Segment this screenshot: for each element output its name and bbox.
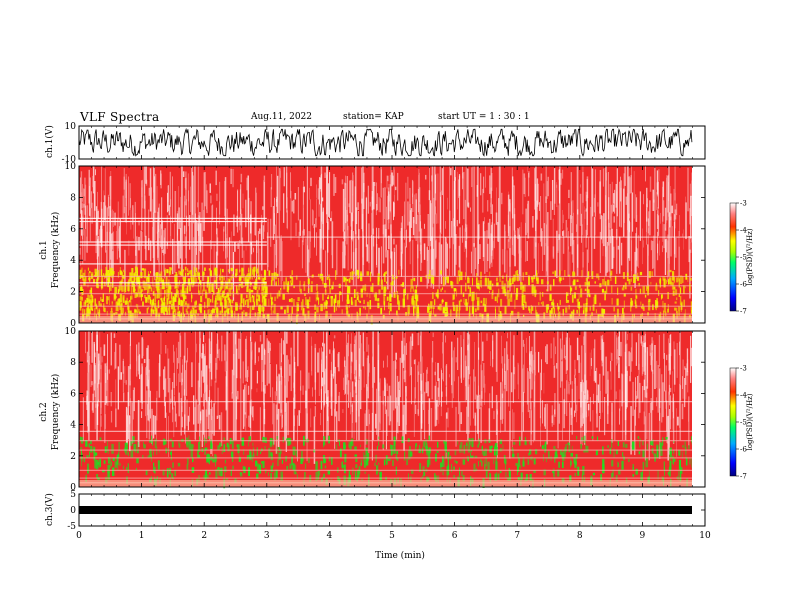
y-tick-label: 0 <box>70 506 76 516</box>
ch1-colorbar-label: log(PSD)(V²/Hz) <box>746 228 754 285</box>
y-tick-label: -10 <box>62 155 77 165</box>
ch1-colorbar: -3 -4 -5 -6 -7 log(PSD)(V²/Hz) <box>729 200 754 316</box>
y-tick-label: 8 <box>70 193 76 203</box>
y-tick-label: -5 <box>67 522 76 532</box>
y-tick-label: 8 <box>70 358 76 368</box>
ch2-spectrogram-panel: 0 2 4 6 8 10 <box>65 327 706 493</box>
colorbar-tick-label: -6 <box>740 446 747 454</box>
colorbar-tick-label: -6 <box>740 281 747 289</box>
x-axis-label: Time (min) <box>375 550 425 561</box>
ch2-colorbar: -3 -4 -5 -6 -7 log(PSD)(V²/Hz) <box>729 365 754 481</box>
y-tick-label: 10 <box>65 162 77 172</box>
ch1-waveform-panel: 10 -10 <box>62 122 706 165</box>
ch2-frequency-ylabel: Frequency (kHz) <box>50 374 61 451</box>
x-tick-label: 2 <box>201 531 207 541</box>
x-tick-label: 8 <box>577 531 583 541</box>
y-tick-label: 6 <box>70 225 76 235</box>
y-tick-label: 6 <box>70 389 76 399</box>
ch1-waveform-ylabel: ch.1(V) <box>44 125 55 158</box>
x-tick-label: 3 <box>264 531 270 541</box>
plot-title: VLF Spectra <box>80 110 160 124</box>
ch1-waveform-line <box>78 127 693 157</box>
colorbar-tick-label: -5 <box>740 419 747 427</box>
x-tick-label: 0 <box>76 531 82 541</box>
y-tick-label: 4 <box>70 421 76 431</box>
y-tick-label: 2 <box>70 288 76 298</box>
colorbar-tick-label: -4 <box>740 227 747 235</box>
y-tick-label: 10 <box>65 327 77 337</box>
ch3-waveform-panel: 50-50 1 2 3 4 5 6 7 8 9 10 <box>67 490 711 541</box>
colorbar-tick-label: -3 <box>740 365 747 373</box>
colorbar-tick-label: -4 <box>740 392 747 400</box>
ch1-spectrogram-panel: 0 2 4 6 8 10 <box>65 162 706 329</box>
ch3-waveform-ylabel: ch.3(V) <box>44 493 55 526</box>
y-tick-label: 10 <box>65 122 77 132</box>
ch1-frequency-ylabel: Frequency (kHz) <box>50 212 61 289</box>
colorbar-tick-label: -5 <box>740 254 747 262</box>
y-tick-label: 5 <box>70 490 76 500</box>
x-tick-label: 6 <box>452 531 458 541</box>
colorbar-tick-label: -7 <box>740 473 747 481</box>
y-tick-label: 0 <box>70 319 76 329</box>
colorbar-tick-label: -7 <box>740 308 747 316</box>
x-tick-label: 4 <box>327 531 333 541</box>
ch3-waveform-trace <box>79 506 692 514</box>
x-tick-label: 1 <box>139 531 145 541</box>
ch2-spectrogram-ylabel: ch.2 <box>39 402 49 421</box>
station-label: station= KAP <box>343 112 404 122</box>
colorbar-tick-label: -3 <box>740 200 747 208</box>
x-tick-label: 5 <box>389 531 395 541</box>
date-label: Aug.11, 2022 <box>251 112 312 122</box>
start-time-label: start UT = 1 : 30 : 1 <box>438 112 530 122</box>
x-tick-label: 10 <box>699 531 711 541</box>
ch2-colorbar-label: log(PSD)(V²/Hz) <box>746 393 754 450</box>
x-tick-label: 9 <box>640 531 646 541</box>
y-tick-label: 0 <box>70 483 76 493</box>
ch1-spectrogram-ylabel: ch.1 <box>39 240 49 259</box>
y-tick-label: 4 <box>70 256 76 266</box>
y-tick-label: 2 <box>70 452 76 462</box>
x-tick-label: 7 <box>514 531 520 541</box>
